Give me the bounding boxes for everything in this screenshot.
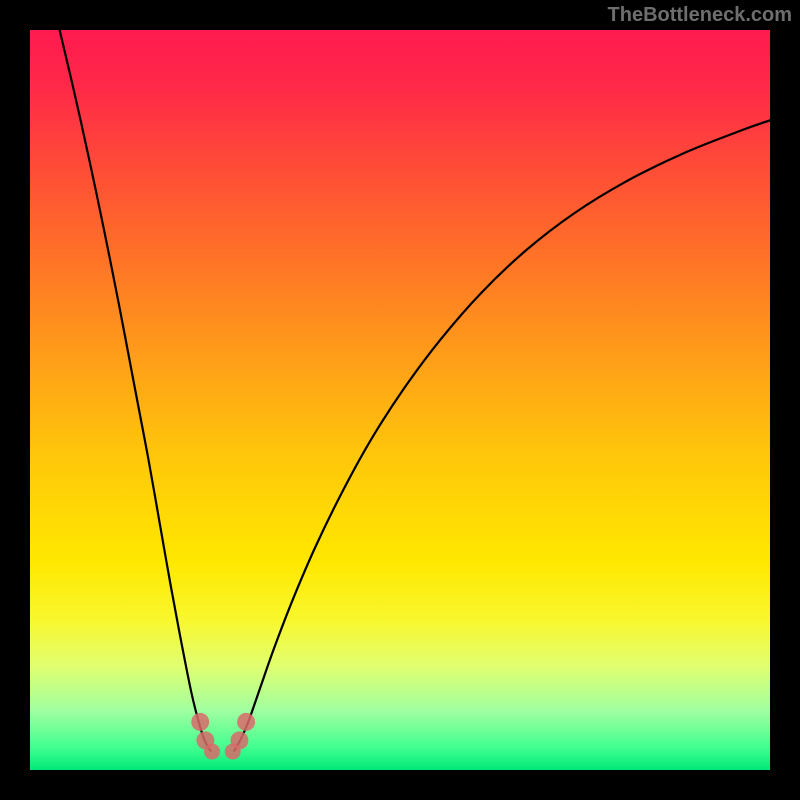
chart-container: TheBottleneck.com bbox=[0, 0, 800, 800]
gradient-background bbox=[30, 30, 770, 770]
watermark-text: TheBottleneck.com bbox=[608, 4, 792, 27]
valley-marker bbox=[204, 744, 220, 760]
valley-marker bbox=[237, 713, 255, 731]
valley-marker bbox=[191, 713, 209, 731]
valley-marker bbox=[230, 731, 248, 749]
plot-svg bbox=[30, 30, 770, 770]
